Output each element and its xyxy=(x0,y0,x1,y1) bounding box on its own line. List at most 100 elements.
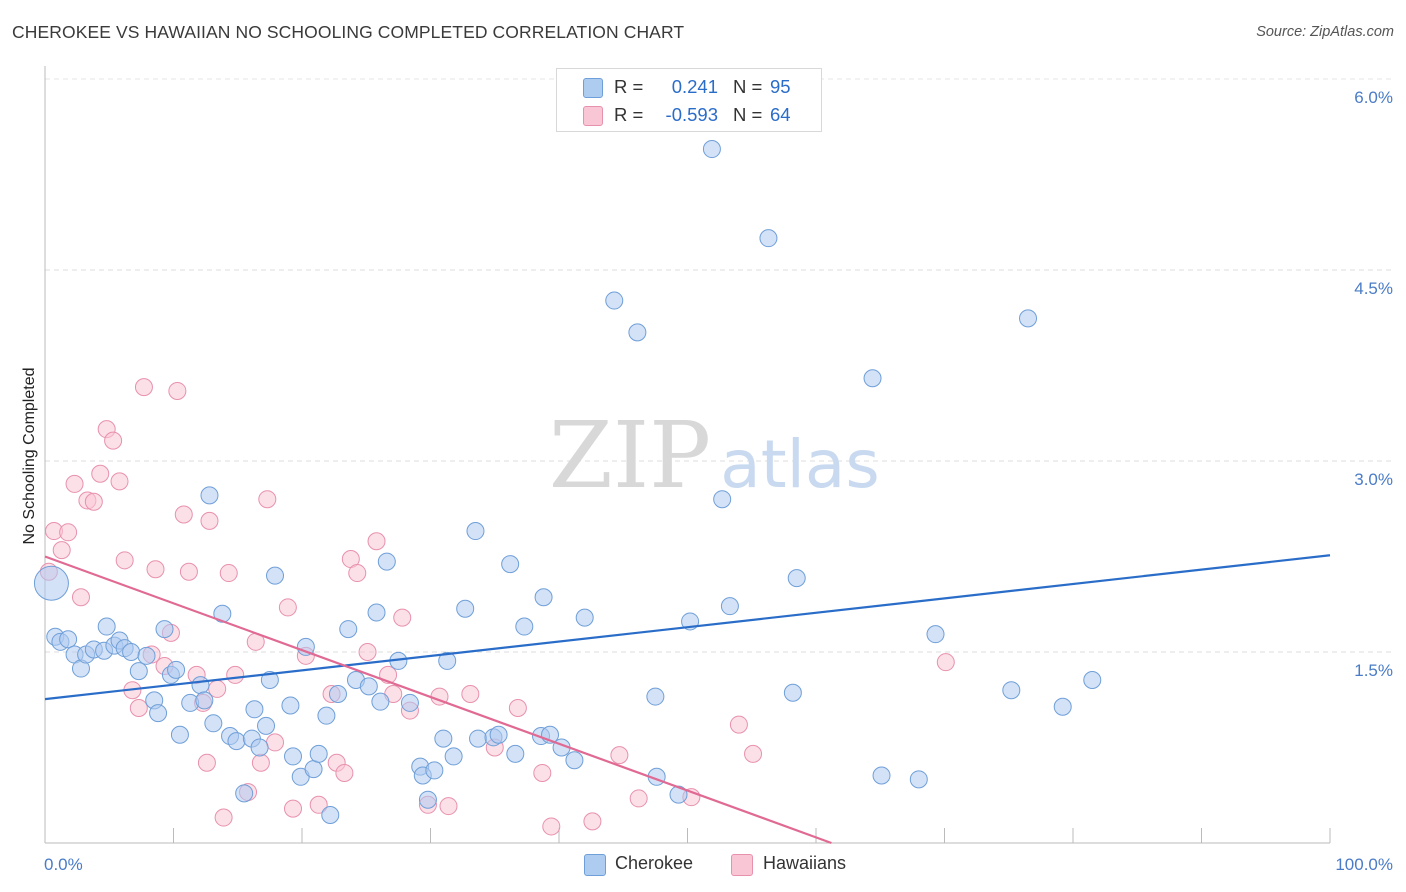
cherokee-point xyxy=(33,565,69,601)
cherokee-point xyxy=(489,725,508,744)
y-tick-label: 6.0% xyxy=(1354,88,1393,107)
cherokee-point xyxy=(1019,309,1038,328)
hawaiians-point xyxy=(729,715,748,734)
cherokee-point xyxy=(400,693,419,712)
cherokee-point xyxy=(317,706,336,725)
hawaiians-point xyxy=(129,699,148,718)
legend-swatch-cherokee xyxy=(583,78,603,98)
hawaiians-point xyxy=(542,817,561,836)
hawaiians-point xyxy=(348,564,367,583)
hawaiians-point xyxy=(533,763,552,782)
legend-row-hawaiians: R = -0.593 N = 64 xyxy=(557,101,821,129)
cherokee-point xyxy=(227,732,246,751)
hawaiians-point xyxy=(309,795,328,814)
cherokee-point xyxy=(129,662,148,681)
hawaiians-point xyxy=(936,653,955,672)
tick-labels: 1.5% 3.0% 4.5% 6.0% 0.0% 100.0% xyxy=(44,88,1393,874)
cherokee-point xyxy=(257,716,276,735)
hawaiians-trend-line xyxy=(44,555,832,845)
cherokee-point xyxy=(321,805,340,824)
cherokee-point xyxy=(466,522,485,541)
cherokee-point xyxy=(377,552,396,571)
cherokee-point xyxy=(260,671,279,690)
hawaiians-point xyxy=(214,808,233,827)
hawaiians-point xyxy=(629,789,648,808)
legend-r-label: R = xyxy=(614,104,644,125)
legend-r-value: -0.593 xyxy=(665,104,718,125)
hawaiians-point xyxy=(168,381,187,400)
cherokee-point xyxy=(926,625,945,644)
x-tick-label: 100.0% xyxy=(1335,855,1393,874)
hawaiians-point xyxy=(367,532,386,551)
correlation-legend: R = 0.241 N = 95 R = -0.593 N = 64 xyxy=(556,68,822,132)
hawaiians-point xyxy=(134,378,153,397)
legend-n-value: 64 xyxy=(770,104,791,125)
cherokee-point xyxy=(759,229,778,248)
cherokee-point xyxy=(1053,697,1072,716)
legend-n-label: N = xyxy=(733,76,763,97)
axes xyxy=(44,66,1331,844)
hawaiians-point xyxy=(393,608,412,627)
cherokee-point xyxy=(245,700,264,719)
hawaiians-point xyxy=(251,753,270,772)
cherokee-point xyxy=(59,630,78,649)
cherokee-point xyxy=(371,692,390,711)
hawaiians-point xyxy=(174,505,193,524)
legend-r-label: R = xyxy=(614,76,644,97)
cherokee-point xyxy=(872,766,891,785)
cherokee-point xyxy=(328,685,347,704)
cherokee-point xyxy=(534,588,553,607)
cherokee-point xyxy=(304,760,323,779)
cherokee-trend-line xyxy=(44,554,1331,701)
cherokee-point xyxy=(167,660,186,679)
cherokee-point xyxy=(1083,671,1102,690)
legend-n-value: 95 xyxy=(770,76,791,97)
cherokee-point xyxy=(266,566,285,585)
cherokee-point xyxy=(565,751,584,770)
hawaiians-point xyxy=(197,753,216,772)
chart-title: CHEROKEE VS HAWAIIAN NO SCHOOLING COMPLE… xyxy=(12,22,685,42)
cherokee-point xyxy=(469,729,488,748)
cherokee-point xyxy=(155,620,174,639)
cherokee-point xyxy=(250,738,269,757)
hawaiians-point xyxy=(219,564,238,583)
cherokee-point xyxy=(281,696,300,715)
cherokee-point xyxy=(97,617,116,636)
cherokee-point xyxy=(863,369,882,388)
grid-lines xyxy=(45,78,1392,653)
cherokee-point xyxy=(909,770,928,789)
cherokee-point xyxy=(783,683,802,702)
legend-swatch-cherokee xyxy=(584,854,606,876)
cherokee-point xyxy=(309,744,328,763)
hawaiians-point xyxy=(59,523,78,542)
cherokee-point xyxy=(425,761,444,780)
cherokee-point xyxy=(284,747,303,766)
cherokee-point xyxy=(506,744,525,763)
hawaiians-point xyxy=(110,472,129,491)
cherokee-point xyxy=(204,714,223,733)
trend-lines xyxy=(44,554,1331,845)
hawaiians-point xyxy=(71,588,90,607)
hawaiians-point xyxy=(84,492,103,511)
hawaiians-point xyxy=(52,541,71,560)
cherokee-point xyxy=(787,569,806,588)
cherokee-point xyxy=(1002,681,1021,700)
y-tick-label: 3.0% xyxy=(1354,470,1393,489)
source-label: Source: ZipAtlas.com xyxy=(1256,24,1394,40)
hawaiians-point xyxy=(461,685,480,704)
legend-n-label: N = xyxy=(733,104,763,125)
cherokee-point xyxy=(235,784,254,803)
hawaiians-point xyxy=(65,474,84,493)
cherokee-point xyxy=(200,486,219,505)
hawaiians-point xyxy=(91,464,110,483)
cherokee-point xyxy=(646,687,665,706)
hawaiians-point xyxy=(439,797,458,816)
hawaiians-point xyxy=(258,490,277,509)
cherokee-point xyxy=(195,691,214,710)
hawaiians-point xyxy=(358,643,377,661)
cherokee-point xyxy=(605,291,624,310)
cherokee-point xyxy=(191,676,210,695)
hawaiians-point xyxy=(266,733,285,752)
cherokee-point xyxy=(434,729,453,748)
cherokee-point xyxy=(149,704,168,723)
